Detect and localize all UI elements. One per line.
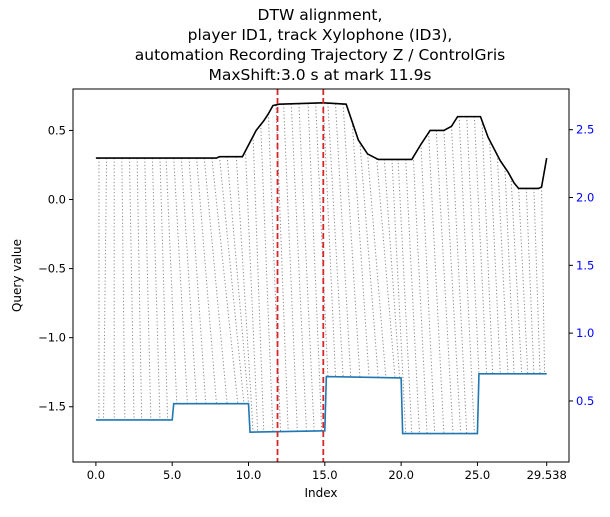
alignment-line xyxy=(420,144,436,434)
chart-title-line-3: automation Recording Trajectory Z / Cont… xyxy=(134,46,506,64)
alignment-line xyxy=(412,156,428,434)
x-tick-label: 10.0 xyxy=(236,468,262,482)
alignment-line xyxy=(128,158,135,420)
x-tick-label: 20.0 xyxy=(388,468,414,482)
alignment-line xyxy=(397,159,413,434)
alignment-line xyxy=(533,188,541,374)
alignment-line xyxy=(428,132,445,434)
alignment-line xyxy=(180,158,198,404)
alignment-line xyxy=(367,153,387,378)
y-axis-label: Query value xyxy=(10,239,24,312)
alignment-line xyxy=(173,158,188,404)
alignment-line xyxy=(267,113,282,432)
alignment-line xyxy=(298,103,315,432)
alignment-line xyxy=(405,159,420,434)
x-axis-label: Index xyxy=(304,486,337,500)
alignment-line xyxy=(315,103,329,377)
alignment-line xyxy=(121,158,126,420)
y-left-tick-label: −1.0 xyxy=(38,331,66,345)
alignment-line xyxy=(307,103,323,431)
alignment-line xyxy=(443,130,462,434)
alignment-line xyxy=(165,158,178,404)
alignment-line xyxy=(504,167,515,374)
alignment-line xyxy=(275,104,289,432)
alignment-line xyxy=(466,116,480,374)
y-right-tick-label: 1.0 xyxy=(576,326,594,340)
x-tick-label: 15.0 xyxy=(312,468,338,482)
x-tick-label: 5.0 xyxy=(163,468,181,482)
alignment-line xyxy=(322,102,336,377)
alignment-line xyxy=(473,116,488,374)
alignment-line xyxy=(219,156,245,404)
chart-title-line-1: DTW alignment, xyxy=(257,6,383,24)
alignment-line xyxy=(151,158,161,420)
chart-title-line-4: MaxShift:3.0 s at mark 11.9s xyxy=(208,66,432,84)
axes-frame xyxy=(72,88,570,463)
alignment-line xyxy=(211,158,239,404)
alignment-line xyxy=(359,142,379,378)
reference-series-line xyxy=(95,373,547,435)
alignment-line xyxy=(283,104,298,432)
x-tick-label: 25.0 xyxy=(465,468,491,482)
alignment-line xyxy=(252,136,265,432)
alignment-line xyxy=(376,158,396,378)
y-right-tick-label: 0.5 xyxy=(576,394,594,408)
alignment-line xyxy=(481,120,494,374)
x-tick-label: 29.538 xyxy=(527,468,567,482)
alignment-line xyxy=(489,140,501,374)
alignment-line xyxy=(458,116,475,434)
alignment-line xyxy=(435,130,454,434)
alignment-line xyxy=(103,158,108,420)
alignment-line xyxy=(203,158,228,404)
alignment-line xyxy=(226,156,250,404)
alignment-line xyxy=(496,154,509,374)
alignment-line xyxy=(383,159,401,378)
alignment-line xyxy=(144,158,152,420)
y-left-tick-label: −0.5 xyxy=(38,262,66,276)
alignment-line xyxy=(188,158,207,404)
alignment-line xyxy=(391,159,407,434)
alignment-line xyxy=(196,158,217,404)
chart-title-line-2: player ID1, track Xylophone (ID3), xyxy=(187,26,453,44)
alignment-line xyxy=(235,156,254,433)
alignment-line xyxy=(342,103,361,378)
y-left-tick-label: 0.0 xyxy=(48,193,66,207)
alignment-line xyxy=(290,103,308,432)
y-right-tick-label: 1.5 xyxy=(576,258,594,272)
query-series-line xyxy=(95,102,548,190)
alignment-line xyxy=(518,188,529,374)
y-right-tick-label: 2.5 xyxy=(576,123,594,137)
alignment-line xyxy=(327,103,344,377)
alignment-line xyxy=(351,122,370,378)
alignment-line xyxy=(260,124,274,432)
alignment-line xyxy=(541,187,546,374)
alignment-line xyxy=(450,126,468,434)
alignment-line xyxy=(510,177,523,374)
y-left-tick-label: 0.5 xyxy=(48,123,66,137)
alignment-line xyxy=(525,188,535,374)
alignment-line xyxy=(159,158,169,420)
alignment-line xyxy=(136,158,143,420)
x-tick-label: 0.0 xyxy=(87,468,105,482)
alignment-line xyxy=(244,150,259,433)
y-right-tick-label: 2.0 xyxy=(576,191,594,205)
y-left-tick-label: −1.5 xyxy=(38,400,66,414)
alignment-line xyxy=(334,103,352,378)
